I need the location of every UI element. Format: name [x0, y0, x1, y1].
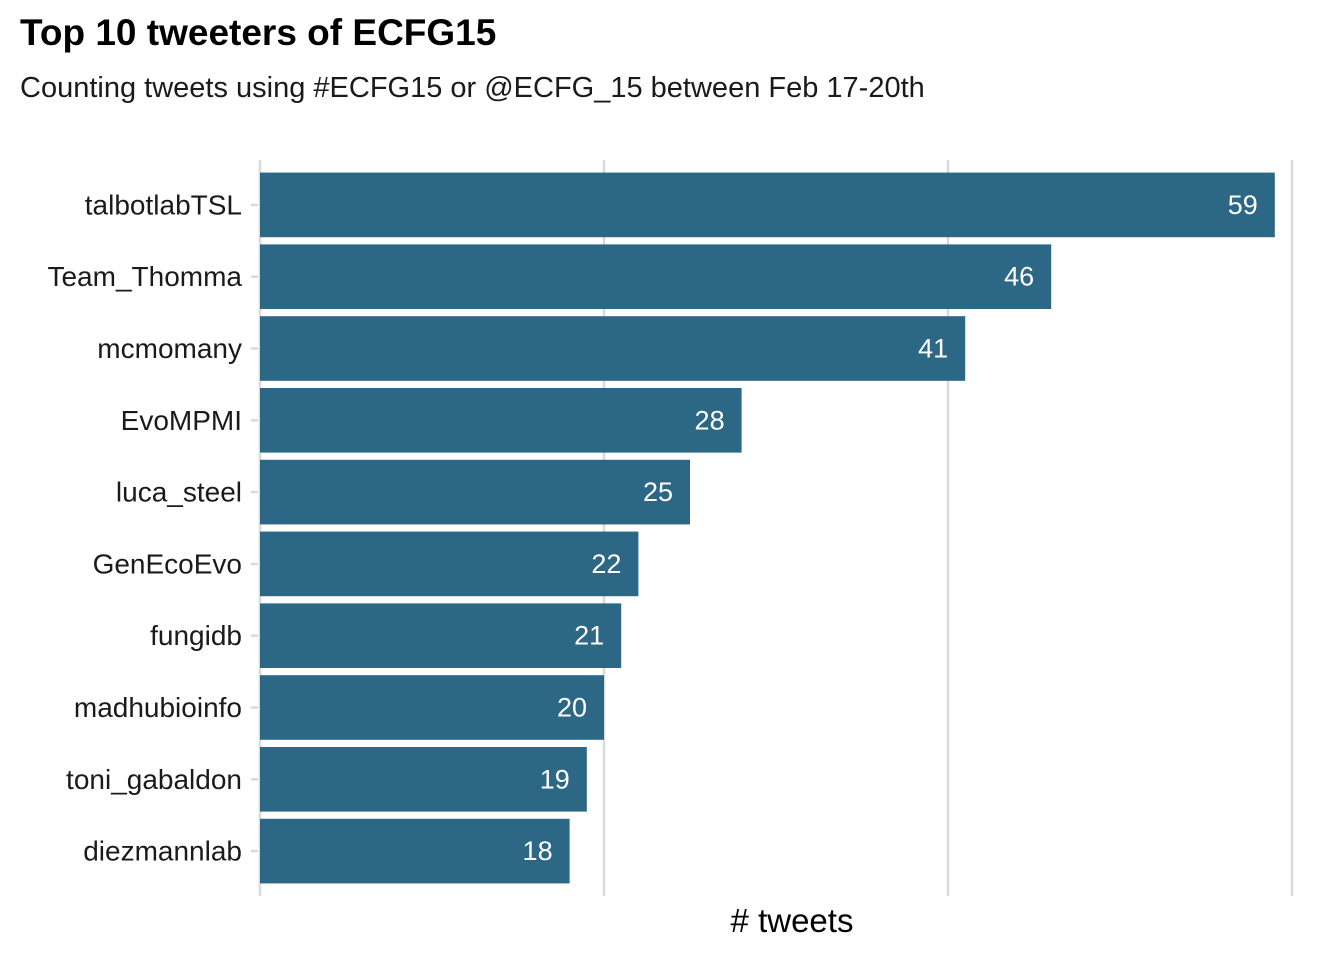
category-label: toni_gabaldon — [66, 764, 242, 795]
category-label: Team_Thomma — [47, 261, 242, 292]
labels: talbotlabTSL 59 Team_Thomma 46 mcmomany 41 Evo… — [47, 189, 1257, 866]
x-axis-title: # tweets — [731, 902, 854, 939]
bar-GenEcoEvo — [260, 531, 639, 597]
value-label: 25 — [643, 477, 673, 507]
category-label: madhubioinfo — [74, 692, 242, 723]
category-label: fungidb — [150, 620, 242, 651]
value-label: 46 — [1004, 262, 1034, 292]
value-label: 59 — [1228, 190, 1258, 220]
bar-Team_Thomma — [260, 244, 1052, 310]
bar-talbotlabTSL — [260, 172, 1275, 238]
bar-fungidb — [260, 603, 622, 669]
category-label: EvoMPMI — [121, 405, 242, 436]
bar-toni_gabaldon — [260, 746, 587, 812]
bar-madhubioinfo — [260, 675, 604, 740]
bar-EvoMPMI — [260, 387, 742, 453]
category-label: talbotlabTSL — [85, 189, 242, 220]
value-label: 18 — [523, 836, 553, 866]
chart-title: Top 10 tweeters of ECFG15 — [20, 12, 497, 53]
value-label: 41 — [918, 334, 948, 364]
bar-luca_steel — [260, 459, 690, 525]
value-label: 28 — [695, 405, 725, 435]
category-label: GenEcoEvo — [93, 548, 242, 579]
bar-diezmannlab — [260, 818, 570, 884]
category-label: mcmomany — [97, 333, 242, 364]
bars — [260, 172, 1275, 884]
category-label: luca_steel — [116, 477, 242, 508]
y-axis-ticks — [251, 203, 258, 853]
value-label: 19 — [540, 764, 570, 794]
bar-mcmomany — [260, 316, 966, 381]
value-label: 20 — [557, 693, 587, 723]
chart-subtitle: Counting tweets using #ECFG15 or @ECFG_1… — [20, 72, 925, 104]
category-label: diezmannlab — [83, 836, 242, 867]
value-label: 22 — [591, 549, 621, 579]
value-label: 21 — [574, 621, 604, 651]
